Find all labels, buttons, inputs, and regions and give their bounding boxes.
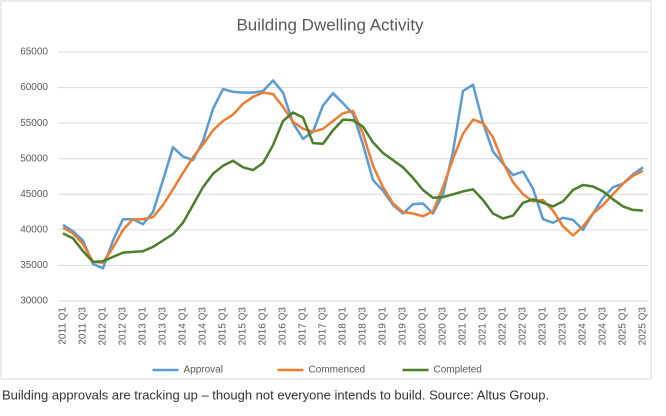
x-tick-label: 2021 Q1 [458, 307, 469, 346]
x-tick-label: 2018 Q3 [358, 307, 369, 346]
x-tick-label: 2021 Q3 [478, 307, 489, 346]
x-tick-label: 2014 Q3 [198, 307, 209, 346]
x-tick-label: 2017 Q1 [298, 307, 309, 346]
y-tick-label: 55000 [20, 118, 48, 129]
x-tick-label: 2017 Q3 [318, 307, 329, 346]
y-tick-label: 35000 [20, 260, 48, 271]
x-tick-label: 2023 Q3 [558, 307, 569, 346]
y-tick-label: 50000 [20, 153, 48, 164]
x-tick-label: 2022 Q1 [498, 307, 509, 346]
legend-label: Completed [434, 365, 482, 376]
x-tick-label: 2019 Q1 [378, 307, 389, 346]
y-tick-label: 30000 [20, 296, 48, 307]
x-tick-label: 2024 Q1 [578, 307, 589, 346]
x-tick-label: 2011 Q3 [78, 307, 89, 345]
x-tick-label: 2013 Q1 [138, 307, 149, 346]
x-tick-label: 2016 Q3 [278, 307, 289, 346]
x-tick-label: 2019 Q3 [398, 307, 409, 346]
caption: Building approvals are tracking up – tho… [2, 387, 549, 402]
x-tick-label: 2011 Q1 [58, 307, 69, 345]
chart-title: Building Dwelling Activity [236, 15, 424, 34]
x-tick-label: 2014 Q1 [178, 307, 189, 346]
x-tick-label: 2015 Q1 [218, 307, 229, 346]
x-tick-label: 2012 Q1 [98, 307, 109, 346]
x-tick-label: 2025 Q1 [618, 307, 629, 346]
y-tick-label: 60000 [20, 82, 48, 93]
x-tick-label: 2020 Q1 [418, 307, 429, 346]
x-tick-label: 2024 Q3 [598, 307, 609, 346]
x-tick-label: 2015 Q3 [238, 307, 249, 346]
y-tick-label: 40000 [20, 224, 48, 235]
y-tick-label: 65000 [20, 47, 48, 58]
x-tick-label: 2022 Q3 [518, 307, 529, 346]
x-tick-label: 2023 Q1 [538, 307, 549, 346]
legend-label: Commenced [309, 365, 366, 376]
legend-label: Approval [184, 365, 223, 376]
x-tick-label: 2016 Q1 [258, 307, 269, 346]
y-tick-label: 45000 [20, 189, 48, 200]
x-tick-label: 2018 Q1 [338, 307, 349, 346]
series-line [62, 111, 644, 264]
chart-frame [0, 0, 652, 380]
x-tick-label: 2013 Q3 [158, 307, 169, 346]
x-tick-label: 2025 Q3 [638, 307, 649, 346]
x-tick-label: 2020 Q3 [438, 307, 449, 346]
x-tick-label: 2012 Q3 [118, 307, 129, 346]
